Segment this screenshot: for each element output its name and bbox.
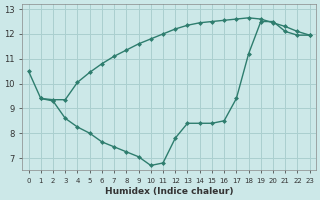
X-axis label: Humidex (Indice chaleur): Humidex (Indice chaleur): [105, 187, 233, 196]
